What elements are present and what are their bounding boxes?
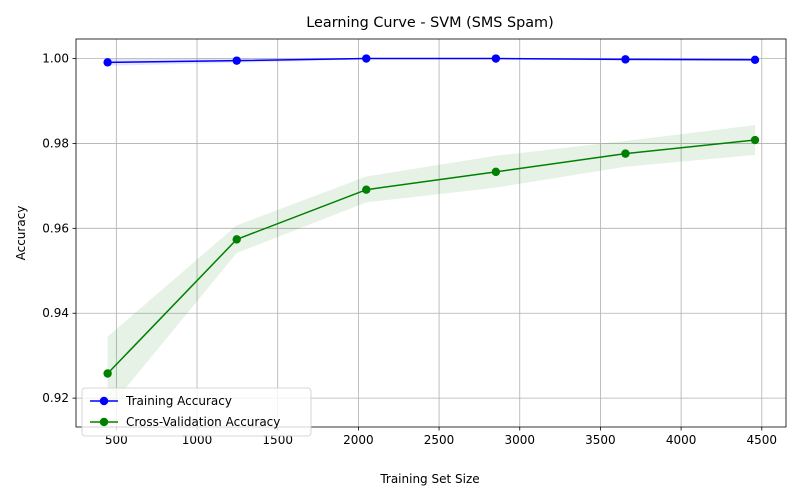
legend: Training Accuracy Cross-Validation Accura…	[81, 387, 312, 437]
x-tick-label: 4500	[747, 433, 778, 447]
training-data-point	[103, 58, 112, 67]
legend-training-marker	[99, 396, 109, 406]
x-tick-label: 4000	[666, 433, 697, 447]
legend-cross-validation-label: Cross-Validation Accuracy	[126, 415, 280, 429]
x-tick-label: 3000	[504, 433, 535, 447]
x-tick-label: 2000	[343, 433, 374, 447]
cross-validation-confidence-band	[107, 125, 756, 411]
y-axis-label: Accuracy	[14, 206, 28, 261]
y-tick-label: 0.94	[42, 306, 69, 320]
training-data-point	[362, 54, 371, 63]
x-tick-label: 500	[105, 433, 128, 447]
cross-validation-data-point	[491, 167, 501, 177]
legend-cross-validation-marker	[99, 417, 109, 427]
x-tick-label: 1000	[182, 433, 213, 447]
y-tick-label: 1.00	[42, 52, 69, 66]
series-markers	[103, 54, 760, 378]
cross-validation-data-point	[362, 185, 371, 194]
training-data-point	[491, 54, 501, 63]
y-tick-label: 0.96	[42, 221, 69, 235]
series-lines	[107, 57, 756, 375]
training-data-point	[232, 56, 241, 65]
cross-validation-data-point	[621, 149, 630, 158]
x-tick-label: 1500	[262, 433, 293, 447]
legend-training-label: Training Accuracy	[125, 394, 232, 408]
legend-box	[81, 387, 312, 437]
cross-validation-data-point	[103, 369, 112, 378]
chart-title: Learning Curve - SVM (SMS Spam)	[306, 15, 553, 31]
x-tick-label: 3500	[585, 433, 616, 447]
axes-frame	[75, 38, 787, 428]
x-tick-label: 2500	[424, 433, 455, 447]
cross-validation-data-point	[232, 235, 241, 244]
training-accuracy-line	[107, 57, 756, 64]
y-tick-label: 0.92	[42, 391, 69, 405]
axis-ticks: 500 1000 1500 2000 2500 3000 3500 4000 4500 0.92 0…	[42, 52, 777, 447]
cross-validation-accuracy-line	[107, 139, 756, 375]
training-data-point	[621, 55, 630, 64]
training-data-point	[750, 55, 760, 65]
x-axis-label: Training Set Size	[379, 472, 479, 486]
cross-validation-data-point	[750, 135, 760, 145]
y-tick-label: 0.98	[42, 136, 69, 150]
